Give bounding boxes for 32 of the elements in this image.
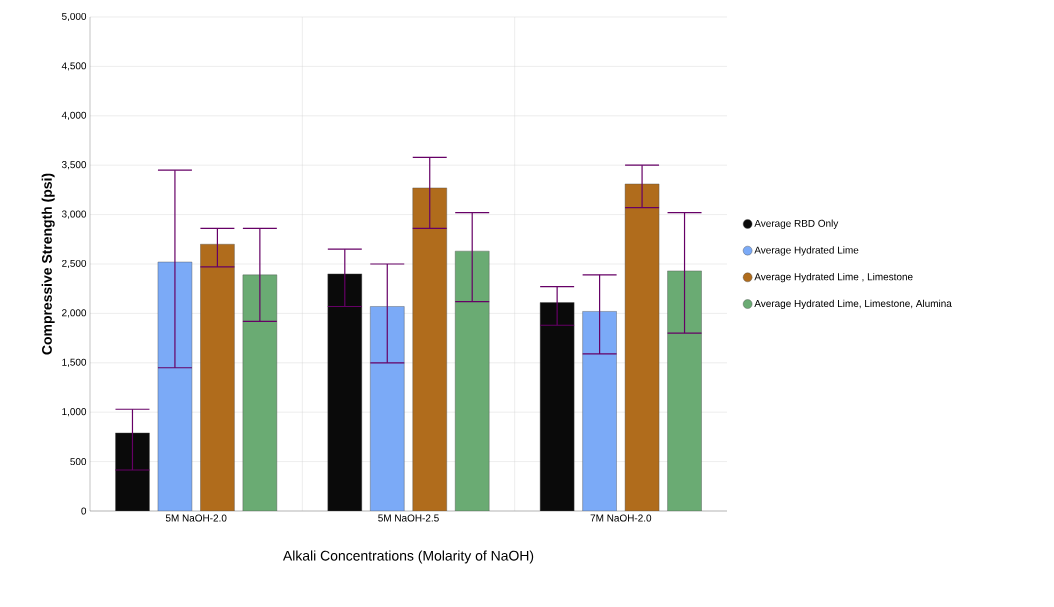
bar (115, 432, 150, 511)
bar (667, 270, 702, 511)
bar (582, 311, 617, 511)
y-tick-label: 1,000 (62, 408, 87, 417)
bar (200, 244, 235, 511)
y-tick-label: 4,000 (61, 111, 87, 120)
bar (370, 306, 405, 511)
y-axis-title: Compressive Strength (psi) (41, 173, 55, 355)
x-tick-label: 5M NaOH-2.5 (378, 514, 439, 522)
bar (624, 183, 660, 511)
x-axis-title: Alkali Concentrations (Molarity of NaOH) (282, 550, 534, 564)
x-tick-label: 5M NaOH-2.0 (165, 514, 227, 522)
legend-label: Average RBD Only (754, 219, 839, 229)
legend-label: Average Hydrated Lime , Limestone (754, 272, 913, 283)
x-tick-label: 7M NaOH-2.0 (590, 514, 652, 522)
bar (327, 273, 362, 511)
legend-label: Average Hydrated Lime, Limestone, Alumina (754, 299, 952, 309)
y-tick-label: 4,500 (61, 62, 87, 71)
bar (539, 302, 575, 511)
y-tick-label: 500 (70, 458, 87, 466)
y-tick-label: 0 (81, 507, 87, 515)
legend-label: Average Hydrated Lime (754, 246, 859, 256)
bar (455, 250, 490, 511)
y-tick-label: 1,500 (62, 358, 87, 367)
y-tick-label: 2,000 (62, 309, 87, 318)
bar (157, 261, 193, 511)
y-tick-label: 3,000 (61, 210, 87, 219)
y-tick-label: 3,500 (61, 161, 87, 170)
bar (412, 187, 447, 511)
y-tick-label: 5,000 (61, 12, 87, 22)
bar (242, 274, 278, 511)
y-tick-label: 2,500 (62, 259, 87, 269)
